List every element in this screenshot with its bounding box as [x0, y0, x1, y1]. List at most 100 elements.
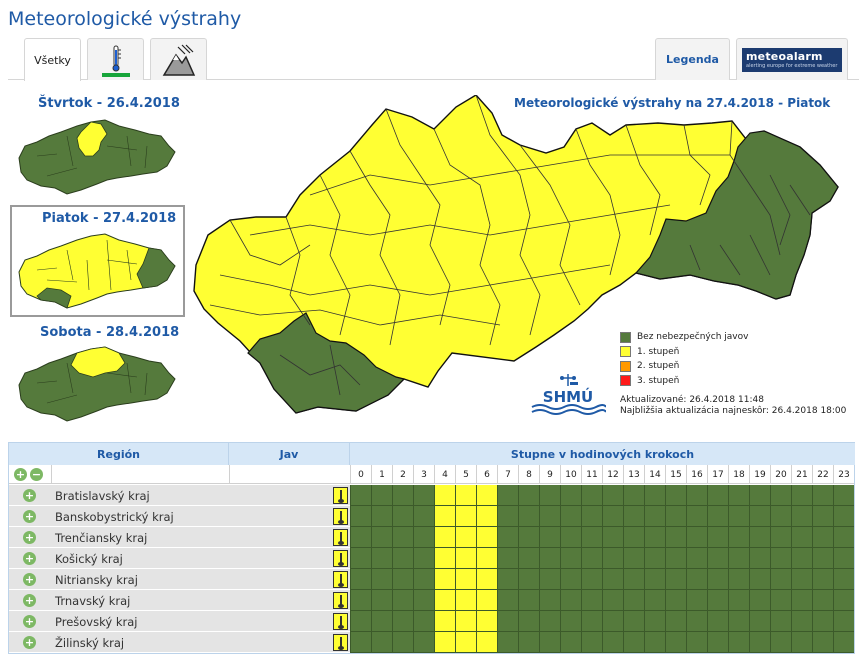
hour-cell[interactable] [770, 527, 791, 548]
hour-cell[interactable] [539, 632, 560, 653]
hour-cell[interactable] [455, 611, 476, 632]
hour-cell[interactable] [455, 548, 476, 569]
thunderstorm-icon[interactable] [333, 634, 348, 651]
hour-cell[interactable] [434, 611, 455, 632]
tab-all[interactable]: Všetky [24, 38, 81, 81]
hour-cell[interactable] [770, 485, 791, 506]
hour-cell[interactable] [413, 506, 434, 527]
hour-cell[interactable] [560, 590, 581, 611]
hour-cell[interactable] [434, 632, 455, 653]
hour-cell[interactable] [560, 569, 581, 590]
hour-cell[interactable] [833, 590, 854, 611]
hour-cell[interactable] [602, 506, 623, 527]
meteoalarm-link[interactable]: meteoalarm alerting europe for extreme w… [736, 38, 848, 80]
hour-cell[interactable] [623, 611, 644, 632]
hour-cell[interactable] [812, 569, 833, 590]
hour-cell[interactable] [476, 548, 497, 569]
hour-cell[interactable] [476, 632, 497, 653]
hour-cell[interactable] [707, 485, 728, 506]
thumbnail-map-saturday[interactable] [17, 343, 177, 423]
expand-row-button[interactable]: + [23, 531, 36, 544]
hour-cell[interactable] [434, 527, 455, 548]
hour-cell[interactable] [560, 506, 581, 527]
hour-cell[interactable] [749, 485, 770, 506]
hour-cell[interactable] [560, 485, 581, 506]
hour-cell[interactable] [728, 569, 749, 590]
collapse-all-button[interactable]: − [30, 468, 43, 481]
hour-cell[interactable] [581, 590, 602, 611]
hour-cell[interactable] [581, 527, 602, 548]
hour-cell[interactable] [770, 548, 791, 569]
expand-row-button[interactable]: + [23, 510, 36, 523]
thunderstorm-icon[interactable] [333, 613, 348, 630]
hour-cell[interactable] [623, 506, 644, 527]
table-row[interactable]: + Banskobystrický kraj [9, 506, 854, 527]
hour-cell[interactable] [539, 590, 560, 611]
hour-cell[interactable] [749, 548, 770, 569]
hour-cell[interactable] [413, 569, 434, 590]
hour-cell[interactable] [812, 590, 833, 611]
hour-cell[interactable] [728, 506, 749, 527]
hour-cell[interactable] [413, 548, 434, 569]
hour-cell[interactable] [392, 527, 413, 548]
hour-cell[interactable] [770, 611, 791, 632]
expand-row-button[interactable]: + [23, 573, 36, 586]
hour-cell[interactable] [350, 548, 371, 569]
hour-cell[interactable] [518, 506, 539, 527]
hour-cell[interactable] [602, 611, 623, 632]
expand-all-button[interactable]: + [14, 468, 27, 481]
hour-cell[interactable] [497, 506, 518, 527]
hour-cell[interactable] [581, 506, 602, 527]
hour-cell[interactable] [539, 527, 560, 548]
hour-cell[interactable] [518, 569, 539, 590]
hour-cell[interactable] [371, 590, 392, 611]
hour-cell[interactable] [812, 548, 833, 569]
hour-cell[interactable] [686, 485, 707, 506]
hour-cell[interactable] [497, 548, 518, 569]
hour-cell[interactable] [791, 632, 812, 653]
hour-cell[interactable] [350, 569, 371, 590]
table-row[interactable]: + Košický kraj [9, 548, 854, 569]
hour-cell[interactable] [728, 632, 749, 653]
hour-cell[interactable] [665, 569, 686, 590]
hour-cell[interactable] [476, 590, 497, 611]
hour-cell[interactable] [833, 548, 854, 569]
hour-cell[interactable] [497, 527, 518, 548]
hour-cell[interactable] [497, 569, 518, 590]
thunderstorm-icon[interactable] [333, 529, 348, 546]
hour-cell[interactable] [392, 590, 413, 611]
hour-cell[interactable] [371, 569, 392, 590]
hour-cell[interactable] [434, 506, 455, 527]
hour-cell[interactable] [413, 485, 434, 506]
hour-cell[interactable] [476, 611, 497, 632]
hour-cell[interactable] [539, 485, 560, 506]
hour-cell[interactable] [602, 590, 623, 611]
hour-cell[interactable] [665, 611, 686, 632]
hour-cell[interactable] [392, 506, 413, 527]
table-row[interactable]: + Trenčiansky kraj [9, 527, 854, 548]
hour-cell[interactable] [371, 548, 392, 569]
hour-cell[interactable] [581, 569, 602, 590]
hour-cell[interactable] [455, 590, 476, 611]
hour-cell[interactable] [686, 632, 707, 653]
hour-cell[interactable] [665, 590, 686, 611]
hour-cell[interactable] [686, 548, 707, 569]
hour-cell[interactable] [350, 632, 371, 653]
hour-cell[interactable] [434, 569, 455, 590]
hour-cell[interactable] [665, 548, 686, 569]
hour-cell[interactable] [350, 485, 371, 506]
hour-cell[interactable] [602, 485, 623, 506]
hour-cell[interactable] [518, 590, 539, 611]
hour-cell[interactable] [644, 569, 665, 590]
hour-cell[interactable] [476, 485, 497, 506]
hour-cell[interactable] [665, 506, 686, 527]
hour-cell[interactable] [476, 569, 497, 590]
hour-cell[interactable] [749, 569, 770, 590]
thunderstorm-icon[interactable] [333, 508, 348, 525]
tab-wind[interactable] [150, 38, 207, 80]
tab-legend[interactable]: Legenda [655, 38, 730, 80]
hour-cell[interactable] [497, 590, 518, 611]
hour-cell[interactable] [665, 527, 686, 548]
hour-cell[interactable] [707, 569, 728, 590]
hour-cell[interactable] [434, 548, 455, 569]
